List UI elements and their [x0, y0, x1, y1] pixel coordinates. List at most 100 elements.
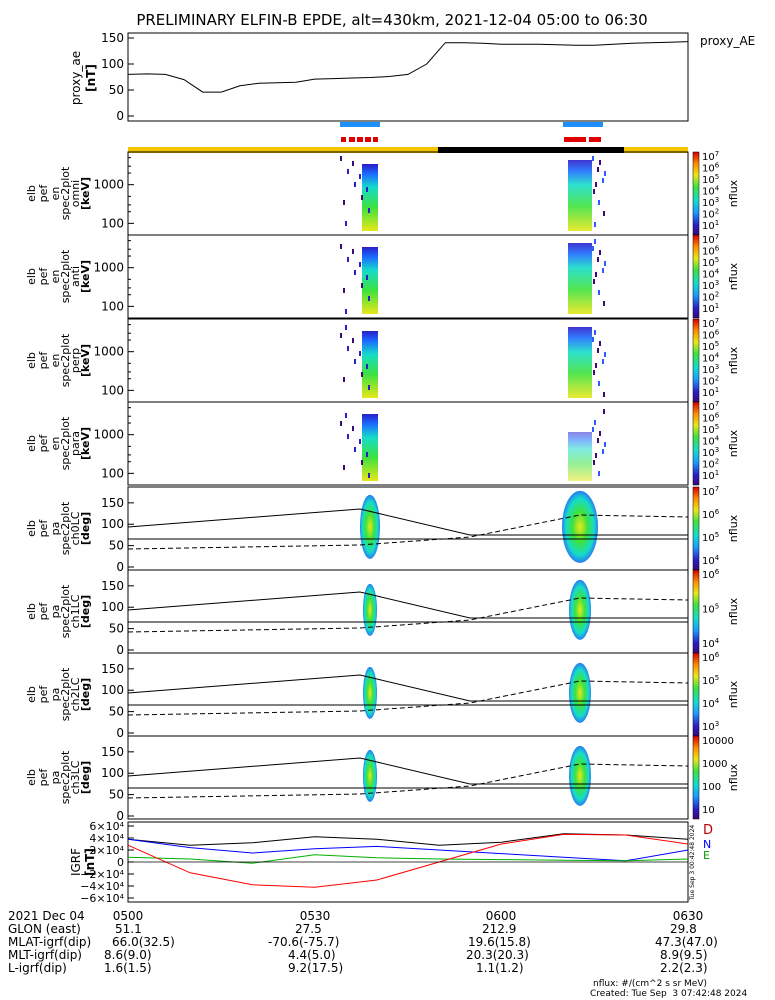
pa-panel-4-colorbar-tick: 1000: [702, 759, 727, 770]
spectrogram-pixel: [361, 195, 363, 200]
igrf-series-e: [127, 854, 689, 864]
pa-panel-3-ylabel-line: spec2plot: [59, 667, 72, 721]
time-tick-0530: 0530: [300, 909, 331, 923]
pa-panel-3-colorbar-tick: 106: [702, 651, 720, 664]
igrf-legend-n: N: [703, 838, 711, 851]
igrf-ytick-label: −2×10⁴: [80, 868, 124, 881]
loss-cone-line: [127, 508, 688, 536]
spectrogram-pixel: [604, 442, 606, 447]
ephem-mlat-3: 47.3(47.0): [655, 935, 718, 949]
ephem-l-2: 1.1(1.2): [476, 961, 524, 975]
pa-panel-4-ylabel-line: elb: [25, 769, 38, 786]
spectrogram-pixel: [593, 460, 595, 465]
anti-loss-cone-line: [127, 597, 689, 633]
spectrogram-pixel: [604, 261, 606, 266]
spectrogram-burst-1: [362, 164, 378, 231]
igrf-ytick-label: 2×10⁴: [89, 844, 124, 857]
spectrogram-pixel: [340, 156, 342, 161]
spectrogram-pixel: [602, 359, 604, 364]
ephem-mlat-0: 66.0(32.5): [112, 935, 175, 949]
igrf-ytick-label: 4×10⁴: [89, 832, 124, 845]
spectrogram-pixel: [340, 421, 342, 426]
spectrogram-pixel: [359, 262, 361, 267]
spectrogram-pixel: [368, 208, 370, 213]
spectrogram-pixel: [594, 420, 596, 425]
spectrogram-pixel: [343, 377, 345, 382]
orbit-zone-bars: [128, 122, 688, 153]
spectrogram-burst-2: [568, 243, 592, 314]
proxy-ae-panel: proxy_ae [nT] proxy_AE 0 50 100 150: [69, 31, 755, 123]
ephem-glon-3: 29.8: [670, 922, 697, 936]
spectrogram-pixel: [593, 189, 595, 194]
ephem-mlt-1: 4.4(5.0): [288, 948, 336, 962]
shadow-bar: [438, 147, 624, 153]
pa-panel-4-colorbar-tick: 10000: [702, 736, 734, 747]
science-zone-bar-2: [563, 122, 603, 127]
spec-panel-3-colorbar-tick: 101: [702, 386, 719, 399]
spectrogram-pixel: [354, 447, 356, 452]
spec-panel-2-ylabel-line: pef: [37, 267, 50, 286]
spectrogram-pixel: [354, 182, 356, 187]
spec-panel-2-colorbar-tick: 101: [702, 302, 719, 315]
pa-ytick-label: 0: [116, 726, 124, 740]
spec-panel-4-ylabel-line: elb: [25, 435, 38, 452]
igrf-ylabel-1: IGRF: [69, 848, 83, 876]
anti-loss-cone-line: [127, 680, 689, 716]
pa-panel-1-colorbar-tick: 104: [702, 554, 720, 567]
pa-panel-1-ylabel-line: spec2plot: [59, 501, 72, 555]
spec-ytick-label: 100: [101, 216, 124, 230]
pa-panel-3-ylabel-line: pa: [49, 688, 62, 702]
spectrogram-pixel: [345, 413, 347, 418]
proxy-ae-right-label: proxy_AE: [700, 34, 755, 48]
spectrogram-pixel: [595, 453, 597, 458]
ephem-glon-2: 212.9: [482, 922, 517, 936]
igrf-ytick-label: 6×10⁴: [89, 820, 124, 833]
spectrogram-burst-2: [568, 432, 592, 481]
spec-panel-4-ylabel-line: en: [49, 437, 62, 451]
spectrogram-pixel: [343, 200, 345, 205]
pa-panel-1-colorbar-tick: 105: [702, 531, 719, 544]
pa-panel-2-ylabel-line: [deg]: [79, 595, 92, 628]
spectrogram-pixel: [592, 246, 594, 251]
spec-panel-4-colorbar: [692, 401, 700, 486]
igrf-legend-d: D: [703, 823, 713, 838]
spec-panel-4-ylabel-line: pef: [37, 434, 50, 453]
spectrogram-pixel: [347, 257, 349, 262]
spectrogram-burst-1: [362, 247, 378, 314]
spec-panel-1-ylabel-line: [keV]: [79, 177, 92, 210]
pa-ytick-label: 100: [101, 517, 124, 531]
footer-units: nflux: #/(cm^2 s sr MeV): [593, 979, 707, 989]
spec-panel-2-ylabel-line: [keV]: [79, 260, 92, 293]
spectrogram-pixel: [603, 409, 605, 414]
ephem-label-glon: GLON (east): [8, 922, 81, 936]
spectrogram-pixel: [593, 279, 595, 284]
pa-panel-3-colorbar: [692, 652, 700, 737]
time-tick-0500: 0500: [113, 909, 144, 923]
spec-panel-4-colorbar-tick: 101: [702, 469, 719, 482]
spectrogram-pixel: [602, 449, 604, 454]
igrf-series-d: [127, 833, 689, 846]
ephem-mlat-2: 19.6(15.8): [468, 935, 531, 949]
spectrogram-pixel: [352, 161, 354, 166]
pa-panel-1-ylabel-line: pa: [49, 522, 62, 536]
proxy-ae-ytick-label: 100: [101, 57, 124, 71]
spec-panel-2-ylabel-line: spec2plot: [59, 249, 72, 303]
spec-panel-4-ylabel-line: para: [69, 431, 82, 456]
pa-ytick-label: 0: [116, 809, 124, 823]
pa-panel-4-colorbar-tick: 10: [702, 805, 715, 816]
spec-panel-2-colorbar-label: nflux: [727, 262, 740, 290]
spec-panel-3-ylabel-line: elb: [25, 352, 38, 369]
proxy-ae-ytick-label: 50: [109, 83, 124, 97]
spec-panel-2-colorbar: [692, 234, 700, 319]
spectrogram-pixel: [593, 370, 595, 375]
spec-ytick-label: 1000: [93, 178, 124, 192]
spectrogram-pixel: [352, 249, 354, 254]
sunlight-bar-2: [624, 147, 688, 153]
spectrogram-pixel: [340, 244, 342, 249]
spec-ytick-label: 100: [101, 299, 124, 313]
pitch-angle-burst-1: [363, 583, 377, 636]
spectrogram-pixel: [604, 352, 606, 357]
